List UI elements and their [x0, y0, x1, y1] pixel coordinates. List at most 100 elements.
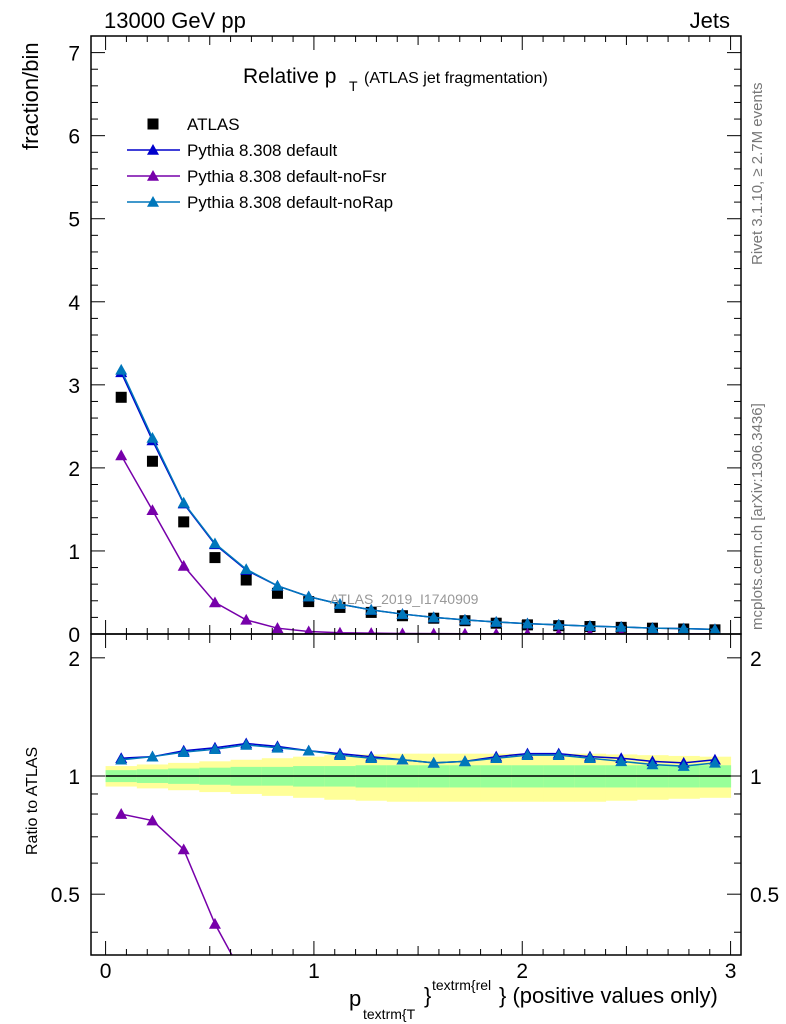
ratio-series-line: [121, 744, 716, 767]
legend-label: Pythia 8.308 default-noRap: [187, 193, 393, 212]
mc-point: [458, 613, 471, 625]
ratio-y-tick-label: 2: [68, 648, 80, 671]
mc-point: [615, 620, 628, 632]
mc-point: [709, 623, 721, 634]
ratio-point: [271, 741, 284, 753]
ratio-point: [240, 738, 253, 750]
ratio-point: [146, 814, 159, 826]
ratio-point: [240, 975, 252, 986]
ratio-point: [208, 917, 221, 929]
mc-point: [461, 627, 469, 634]
ratio-point: [552, 749, 565, 760]
atlas-point: [115, 391, 127, 403]
ratio-point: [615, 755, 628, 767]
xlabel-rest: } (positive values only): [499, 983, 718, 1008]
legend-label: Pythia 8.308 default: [187, 141, 338, 160]
mc-point: [302, 590, 315, 602]
mc-point: [271, 579, 284, 591]
x-tick-label: 0: [100, 960, 112, 983]
mc-point: [398, 627, 407, 634]
ratio-y-tick-label-right: 0.5: [750, 884, 779, 907]
title-paren: (ATLAS jet fragmentation): [364, 70, 548, 87]
y-tick-label: 6: [68, 126, 80, 149]
x-axis-title: p textrm{T } textrm{rel } (positive valu…: [349, 977, 718, 1022]
x-tick-label: 3: [725, 960, 737, 983]
ratio-point: [396, 975, 408, 986]
legend-marker: [147, 144, 159, 155]
ratio-point: [646, 758, 659, 770]
mc-point: [365, 603, 378, 615]
ratio-point: [146, 750, 159, 762]
ratio-point: [334, 975, 346, 986]
ratio-point: [427, 756, 440, 768]
mc-point: [177, 559, 190, 571]
ratio-frame: [90, 633, 742, 956]
mc-point: [208, 537, 221, 549]
atlas-point: [271, 587, 283, 599]
xlabel-p: p: [349, 986, 361, 1011]
xlabel-sup: textrm{rel: [432, 977, 491, 993]
ratio-point: [458, 755, 471, 767]
mc-point: [303, 625, 314, 634]
mc-point: [555, 627, 563, 634]
xlabel-sub: textrm{T: [363, 1006, 416, 1022]
title-main: Relative p: [243, 65, 336, 88]
axes-layer: 0 1 2 3 0 1 2 3 4 5 6 7 0.5 0.5 1 1 2 2: [51, 35, 779, 983]
atlas-point: [209, 552, 221, 564]
ratio-point: [490, 752, 503, 764]
mc-point: [177, 496, 190, 508]
ratio-point: [583, 752, 596, 764]
ratio-y-tick-label: 1: [68, 766, 80, 789]
ratio-y-tick-label-right: 1: [750, 766, 762, 789]
mc-point: [271, 622, 284, 633]
mc-point: [524, 627, 531, 634]
legend-marker: [147, 170, 159, 181]
mc-point: [583, 620, 596, 631]
ratio-point: [365, 752, 378, 764]
mc-point: [646, 622, 659, 633]
y-tick-label: 5: [68, 209, 80, 232]
mc-point: [490, 615, 503, 627]
ratio-y-tick-label-right: 2: [750, 648, 762, 671]
ratio-point: [365, 975, 377, 986]
atlas-point: [146, 455, 158, 467]
mc-point: [240, 613, 253, 625]
legend-label: Pythia 8.308 default-noFsr: [187, 167, 387, 186]
mc-point: [430, 627, 438, 634]
ratio-layer: [105, 737, 732, 986]
mc-point: [115, 449, 128, 461]
header-right: Jets: [690, 8, 730, 33]
mc-point: [492, 627, 500, 634]
header-left: 13000 GeV pp: [104, 8, 246, 33]
mc-point: [146, 431, 159, 443]
mc-point: [335, 626, 344, 634]
ratio-ylabel: Ratio to ATLAS: [24, 747, 41, 855]
ratio-point: [177, 746, 190, 757]
x-tick-label: 2: [516, 960, 528, 983]
ratio-point: [177, 843, 190, 855]
mc-point: [396, 608, 409, 619]
mcplots-label: mcplots.cern.ch [arXiv:1306.3436]: [749, 403, 766, 630]
atlas-point: [178, 516, 190, 528]
y-tick-label: 7: [68, 43, 80, 66]
mc-point: [677, 622, 690, 634]
mc-point: [586, 627, 594, 634]
ratio-point: [521, 749, 534, 760]
mc-point: [427, 611, 440, 623]
title-sub: T: [349, 78, 358, 94]
legend: ATLAS Pythia 8.308 default Pythia 8.308 de…: [127, 115, 393, 212]
x-tick-label: 1: [308, 960, 320, 983]
ratio-point: [396, 753, 409, 765]
ratio-point: [115, 808, 128, 819]
ratio-point: [208, 743, 221, 755]
mc-point: [146, 504, 159, 516]
ratio-series-line: [121, 813, 233, 955]
mc-point: [240, 563, 253, 575]
y-tick-label: 1: [68, 541, 80, 564]
y-tick-label: 2: [68, 458, 80, 481]
legend-label: ATLAS: [187, 115, 240, 134]
ratio-point: [708, 756, 721, 768]
atlas-point: [303, 596, 315, 608]
xlabel-brace: }: [424, 983, 431, 1008]
